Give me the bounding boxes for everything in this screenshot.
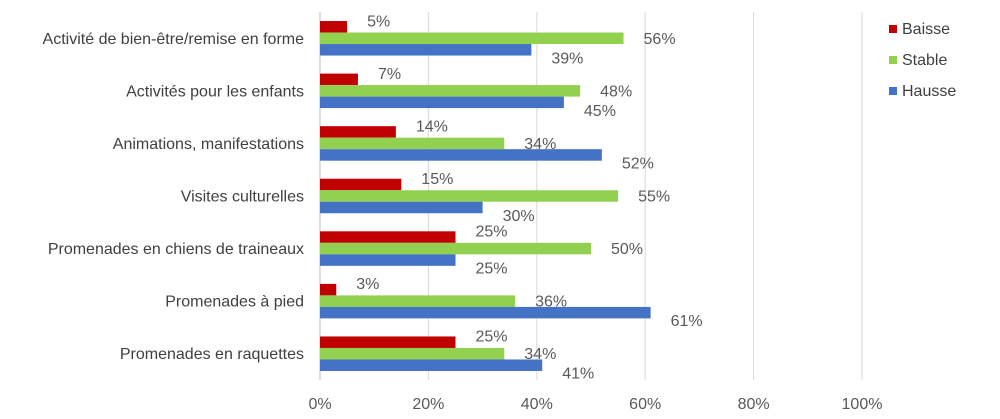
data-label: 5% (367, 13, 390, 30)
category-label: Visites culturelles (181, 189, 304, 206)
bar-hausse (320, 359, 543, 371)
bar-baisse (320, 336, 456, 348)
data-label: 30% (503, 208, 535, 225)
data-label: 15% (421, 171, 453, 188)
category-label: Animations, manifestations (113, 136, 304, 153)
x-tick-label: 80% (738, 396, 770, 413)
bar-stable (320, 347, 505, 360)
bar-hausse (320, 44, 532, 56)
bar-baisse (320, 178, 402, 191)
data-label: 45% (584, 103, 616, 120)
bar-hausse (320, 149, 602, 161)
legend-swatch-hausse (889, 87, 897, 95)
x-tick-label: 20% (412, 396, 444, 413)
data-label: 25% (476, 329, 508, 346)
data-label: 61% (671, 313, 703, 330)
bar-stable (320, 32, 624, 45)
bar-stable (320, 190, 619, 202)
data-label: 41% (562, 366, 594, 383)
bars (320, 21, 651, 371)
bar-hausse (320, 306, 651, 319)
x-tick-label: 40% (521, 396, 553, 413)
category-label: Activité de bien-être/remise en forme (43, 31, 305, 48)
bar-hausse (320, 96, 564, 109)
category-label: Promenades en chiens de traineaux (48, 241, 304, 258)
data-label: 34% (524, 346, 556, 363)
x-tick-label: 0% (308, 396, 331, 413)
bar-stable (320, 295, 516, 307)
legend-label-stable: Stable (902, 52, 947, 69)
bar-baisse (320, 73, 358, 86)
bar-baisse (320, 283, 337, 296)
legend-swatch-baisse (889, 25, 897, 33)
bar-baisse (320, 21, 348, 33)
data-label: 7% (378, 66, 401, 83)
bar-hausse (320, 254, 456, 266)
data-label: 48% (600, 83, 632, 100)
data-label: 25% (476, 261, 508, 278)
category-label: Promenades à pied (165, 294, 304, 311)
category-label: Activités pour les enfants (126, 83, 304, 100)
bar-baisse (320, 231, 456, 243)
legend-label-hausse: Hausse (902, 83, 956, 100)
data-label: 50% (611, 241, 643, 258)
data-label: 55% (638, 189, 670, 206)
bar-baisse (320, 126, 396, 138)
legend: Baisse Stable Hausse (889, 21, 956, 100)
bar-stable (320, 242, 591, 255)
bar-stable (320, 137, 505, 150)
legend-swatch-stable (889, 56, 897, 64)
category-label: Promenades en raquettes (120, 346, 304, 363)
data-label: 56% (644, 31, 676, 48)
bar-hausse (320, 201, 483, 214)
data-label: 52% (622, 155, 654, 172)
x-axis-ticks: 0% 20% 40% 60% 80% 100% (308, 396, 882, 413)
data-label: 39% (551, 50, 583, 67)
data-label: 3% (356, 276, 379, 293)
x-tick-label: 100% (842, 396, 883, 413)
data-label: 36% (535, 294, 567, 311)
category-labels: Activité de bien-être/remise en forme Act… (43, 31, 305, 363)
data-label: 25% (476, 224, 508, 241)
bar-stable (320, 85, 581, 97)
x-tick-label: 60% (629, 396, 661, 413)
data-labels: 5%56%39%7%48%45%14%34%52%15%55%30%25%50%… (356, 13, 702, 382)
data-label: 34% (524, 136, 556, 153)
legend-label-baisse: Baisse (902, 21, 950, 38)
data-label: 14% (416, 118, 448, 135)
